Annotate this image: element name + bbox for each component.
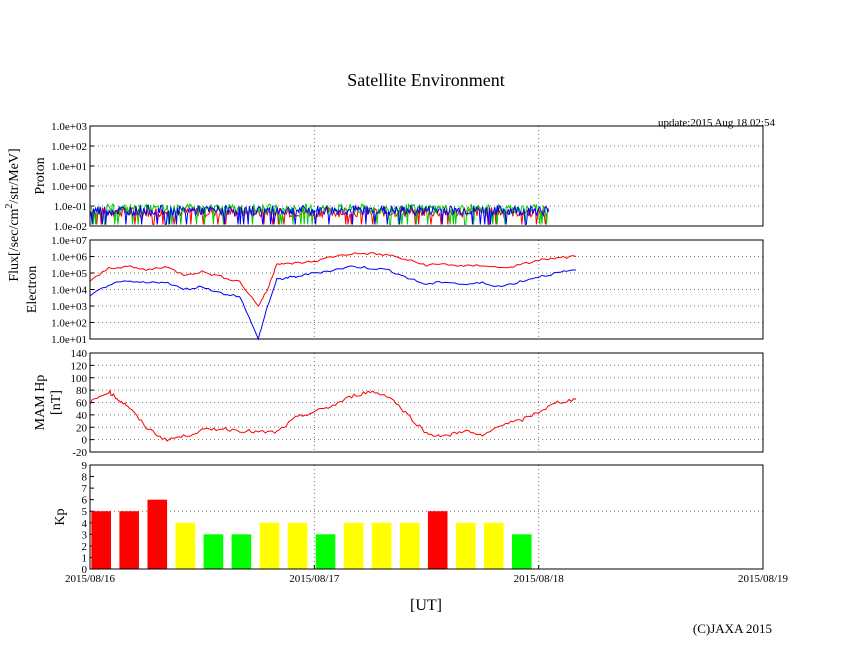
- mam-unit-label: [nT]: [49, 390, 64, 415]
- x-tick-label: 2015/08/16: [65, 573, 116, 585]
- kp-bar: [91, 511, 111, 569]
- y-tick-label-proton: 1.0e+00: [51, 181, 87, 193]
- y-tick-label-kp: 0: [82, 564, 88, 576]
- y-tick-label-mam: 20: [76, 422, 88, 434]
- kp-bar: [455, 522, 476, 569]
- x-tick-label: 2015/08/17: [289, 573, 340, 585]
- y-tick-label-electron: 1.0e+03: [51, 301, 87, 313]
- kp-axis-label: Kp: [53, 508, 68, 525]
- y-tick-label-proton: 1.0e+03: [51, 121, 87, 133]
- kp-bar: [427, 511, 448, 569]
- kp-bar: [371, 522, 392, 569]
- y-tick-label-proton: 1.0e-02: [54, 221, 87, 233]
- copyright: (C)JAXA 2015: [693, 621, 772, 636]
- kp-bar: [175, 522, 196, 569]
- proton-axis-label: Proton: [33, 157, 48, 194]
- y-tick-label-kp: 5: [82, 506, 88, 518]
- x-tick-label: 2015/08/18: [514, 573, 565, 585]
- y-tick-label-electron: 1.0e+02: [51, 318, 87, 330]
- electron-axis-label: Electron: [25, 266, 40, 313]
- update-timestamp: update:2015 Aug 18 02:54: [658, 117, 776, 129]
- mam-axis-label: MAM Hp: [33, 375, 48, 431]
- panel-frame-proton: [89, 125, 764, 227]
- kp-bar: [484, 522, 504, 569]
- y-tick-label-mam: 140: [71, 348, 88, 360]
- kp-bar: [512, 534, 532, 569]
- electron-series-blue: [89, 265, 577, 341]
- y-tick-label-mam: 60: [76, 398, 88, 410]
- flux-axis-label: Flux[/sec/cm2/str/MeV]: [4, 148, 22, 281]
- y-tick-label-mam: 100: [71, 373, 88, 385]
- kp-bar: [399, 522, 420, 569]
- y-tick-label-electron: 1.0e+06: [51, 252, 87, 264]
- y-tick-label-kp: 2: [82, 541, 88, 553]
- panel-frame-kp: [89, 464, 764, 570]
- x-axis-label: [UT]: [410, 597, 442, 614]
- x-tick-label: 2015/08/19: [738, 573, 789, 585]
- y-tick-label-proton: 1.0e+02: [51, 141, 87, 153]
- y-tick-label-electron: 1.0e+01: [51, 334, 87, 346]
- panels: 1.0e-02 1.0e-01 1.0e+00 1.0e+01 1.0e+02 1.0e+…: [25, 121, 789, 585]
- kp-bar: [315, 534, 336, 569]
- y-tick-label-mam: -20: [72, 447, 87, 459]
- y-tick-label-mam: 120: [71, 360, 88, 372]
- kp-bar: [231, 534, 252, 569]
- proton-series-blue: [89, 204, 550, 225]
- y-tick-label-electron: 1.0e+07: [51, 235, 87, 247]
- y-tick-label-mam: 0: [82, 435, 88, 447]
- electron-series-red: [89, 252, 577, 308]
- kp-bar: [259, 522, 280, 569]
- y-tick-label-kp: 3: [82, 529, 88, 541]
- kp-bar: [287, 522, 308, 569]
- kp-bar: [119, 511, 139, 569]
- chart-title: Satellite Environment: [347, 70, 504, 90]
- y-tick-label-kp: 9: [82, 460, 88, 472]
- panel-frame-mam: [89, 352, 764, 453]
- y-tick-label-kp: 7: [82, 483, 88, 495]
- y-tick-label-kp: 8: [82, 472, 88, 484]
- y-tick-label-kp: 1: [82, 552, 88, 564]
- y-tick-label-kp: 6: [82, 495, 88, 507]
- y-tick-label-proton: 1.0e-01: [54, 201, 87, 213]
- y-tick-label-electron: 1.0e+05: [51, 268, 87, 280]
- y-tick-label-proton: 1.0e+01: [51, 161, 87, 173]
- kp-bar: [343, 522, 364, 569]
- panel-frame-electron: [89, 239, 764, 340]
- y-tick-label-electron: 1.0e+04: [51, 285, 87, 297]
- y-tick-label-mam: 40: [76, 410, 88, 422]
- y-tick-label-kp: 4: [82, 518, 88, 530]
- kp-bar: [203, 534, 224, 569]
- mam-series-red: [89, 389, 577, 442]
- y-tick-label-mam: 80: [76, 385, 88, 397]
- kp-bar: [147, 499, 168, 569]
